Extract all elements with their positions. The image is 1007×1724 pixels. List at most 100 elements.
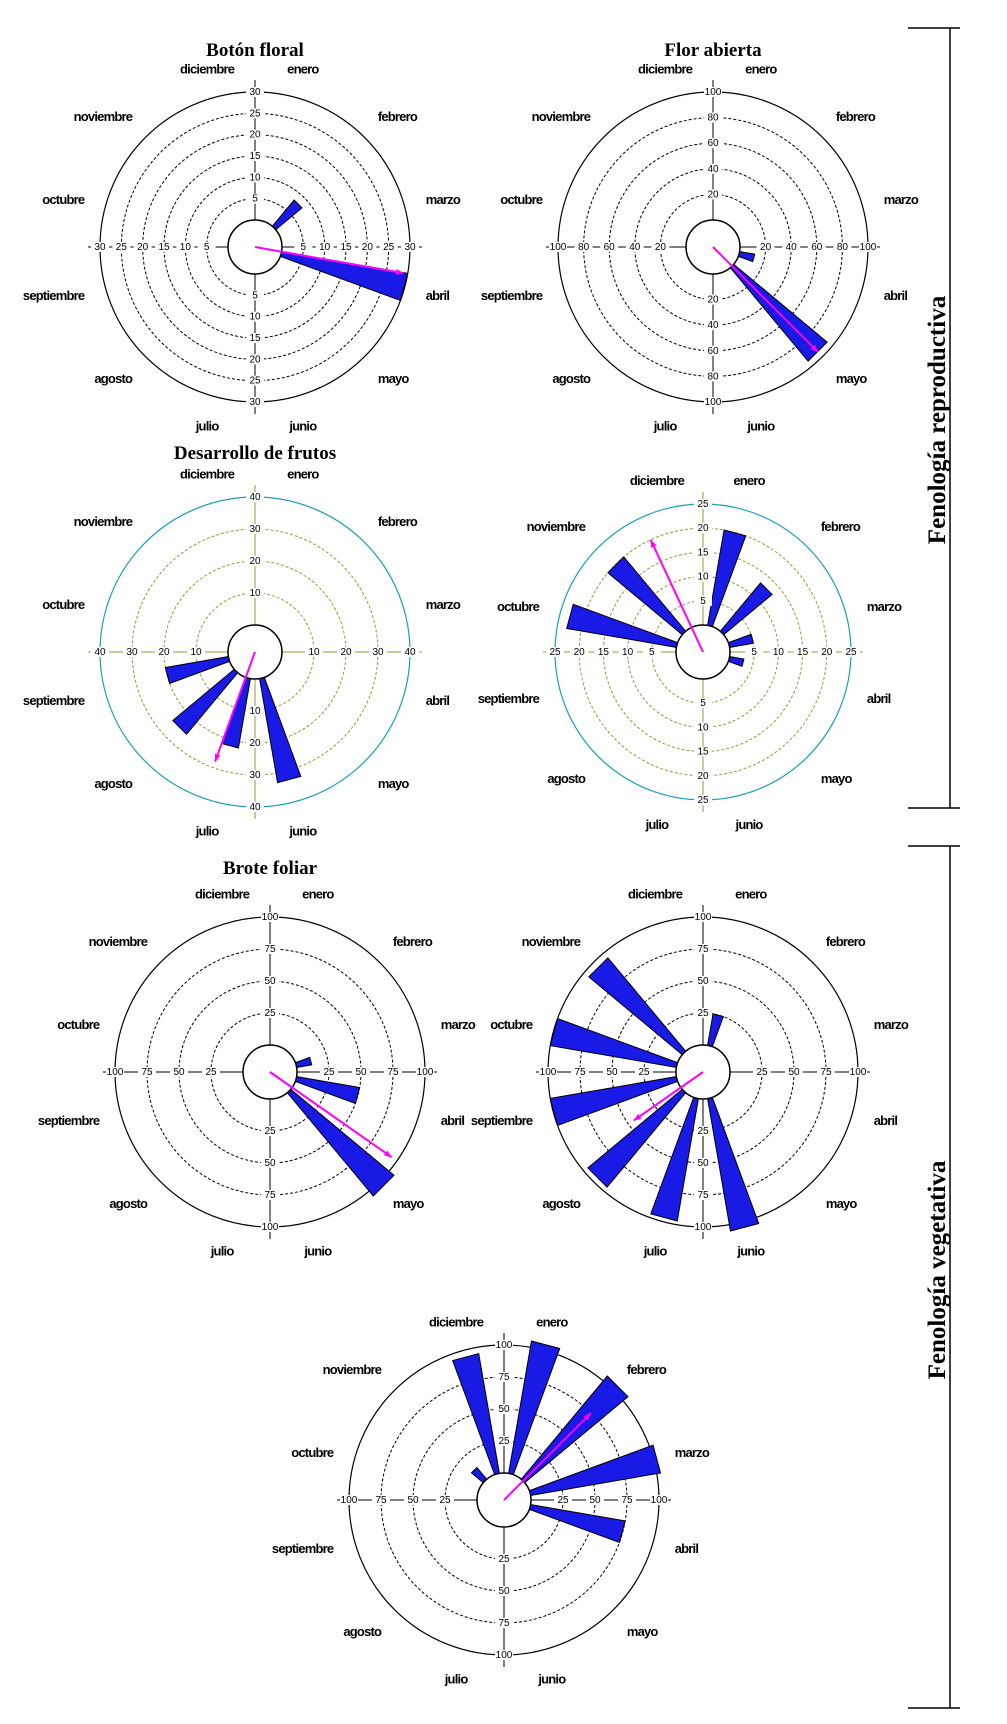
tick-label: 10: [249, 588, 261, 599]
tick-bg: [745, 647, 764, 657]
tick-bg: [91, 242, 109, 252]
month-label-julio: julio: [195, 419, 220, 434]
month-label-abril: abril: [874, 1113, 898, 1128]
tick-bg: [246, 151, 264, 161]
tick-label: 15: [697, 547, 709, 558]
tick-bg: [315, 242, 334, 252]
month-label-noviembre: noviembre: [522, 934, 581, 949]
bar-junio: [258, 674, 302, 784]
tick-bg: [694, 523, 712, 534]
tick-bg: [495, 1554, 513, 1564]
month-label-abril: abril: [884, 288, 908, 303]
month-label-diciembre: diciembre: [180, 61, 235, 76]
month-label-mayo: mayo: [836, 371, 868, 386]
tick-bg: [246, 802, 264, 812]
tick-bg: [155, 647, 173, 657]
month-label-marzo: marzo: [884, 192, 919, 207]
tick-bg: [246, 375, 264, 386]
mean-vector-head: [395, 268, 404, 275]
tick-bg: [546, 647, 564, 657]
month-label-marzo: marzo: [426, 192, 461, 207]
tick-bg: [694, 770, 712, 781]
rose-chart-desarrollo-frutos: Desarrollo de frutos 10 10 10 10 20 20 20 20 30 30…: [23, 443, 462, 839]
month-label-junio: junio: [303, 1244, 332, 1259]
reproductive-bracket: [908, 27, 960, 809]
tick-label: 10: [773, 647, 785, 658]
tick-label: 30: [249, 524, 261, 535]
tick-label: 60: [604, 242, 616, 253]
month-label-julio: julio: [653, 419, 678, 434]
tick-bg: [769, 647, 788, 657]
tick-bg: [642, 647, 661, 657]
tick-bg: [571, 1067, 589, 1077]
tick-label: 100: [417, 1067, 434, 1078]
tick-label: 5: [751, 647, 757, 658]
bar-marzo: [725, 633, 755, 649]
tick-bg: [704, 112, 722, 123]
tick-bg: [246, 354, 264, 365]
tick-bg: [436, 1495, 454, 1505]
tick-label: 40: [786, 242, 798, 253]
tick-bg: [694, 1158, 712, 1168]
month-label-febrero: febrero: [826, 934, 866, 949]
tick-bg: [603, 1067, 621, 1077]
month-label-junio: junio: [288, 419, 317, 434]
tick-label: 20: [574, 647, 586, 658]
tick-label: 50: [606, 1067, 618, 1078]
month-label-septiembre: septiembre: [38, 1113, 100, 1128]
tick-label: 60: [707, 346, 719, 357]
tick-bg: [246, 556, 264, 566]
mean-vector-head: [583, 1413, 591, 1421]
month-label-octubre: octubre: [291, 1445, 334, 1460]
tick-label: 50: [697, 976, 709, 987]
tick-bg: [782, 242, 801, 252]
month-label-mayo: mayo: [826, 1196, 858, 1211]
chart-title: Botón floral: [206, 40, 304, 61]
tick-label: 80: [837, 242, 849, 253]
rose-chart-flor-abierta: Flor abierta 20 20 20 20 40 40 40 40 60 60 60 60 80 80…: [481, 40, 920, 434]
tick-label: 20: [707, 295, 719, 306]
tick-bg: [261, 976, 279, 986]
tick-bg: [586, 1495, 604, 1505]
tick-label: 20: [697, 771, 709, 782]
month-label-septiembre: septiembre: [23, 693, 85, 708]
tick-bg: [694, 1222, 712, 1232]
tick-label: 30: [249, 397, 261, 408]
tick-label: 5: [252, 290, 258, 301]
tick-bg: [401, 242, 419, 252]
month-label-julio: julio: [210, 1244, 235, 1259]
tick-bg: [785, 1067, 803, 1077]
bar-febrero: [270, 199, 303, 232]
rose-charts: Botón floral 5 5 5 5 10 10 10 10 15 15 15 15 20 20 20 20…: [23, 40, 920, 1687]
tick-label: 100: [550, 242, 567, 253]
tick-bg: [261, 912, 279, 922]
tick-label: 100: [262, 912, 279, 923]
tick-bg: [246, 108, 264, 119]
tick-bg: [694, 912, 712, 922]
month-label-junio: junio: [288, 824, 317, 839]
tick-label: 10: [190, 647, 202, 658]
tick-label: 75: [697, 1190, 709, 1201]
tick-label: 25: [383, 242, 395, 253]
tick-label: 80: [578, 242, 590, 253]
tick-bg: [138, 1067, 156, 1077]
month-label-agosto: agosto: [109, 1196, 148, 1211]
month-label-julio: julio: [444, 1672, 469, 1687]
month-label-junio: junio: [537, 1672, 566, 1687]
bar-mayo: [285, 1087, 395, 1197]
tick-label: 20: [340, 647, 352, 658]
tick-bg: [694, 698, 712, 709]
month-label-julio: julio: [195, 824, 220, 839]
tick-label: 75: [574, 1067, 586, 1078]
month-label-septiembre: septiembre: [272, 1541, 334, 1556]
tick-label: 5: [649, 647, 655, 658]
tick-label: 40: [249, 802, 261, 813]
tick-bg: [554, 1495, 572, 1505]
month-label-agosto: agosto: [542, 1196, 581, 1211]
tick-bg: [704, 294, 722, 305]
tick-label: 40: [629, 242, 641, 253]
tick-bg: [133, 242, 152, 252]
month-label-diciembre: diciembre: [180, 466, 235, 481]
month-label-enero: enero: [287, 61, 319, 76]
tick-bg: [197, 242, 216, 252]
